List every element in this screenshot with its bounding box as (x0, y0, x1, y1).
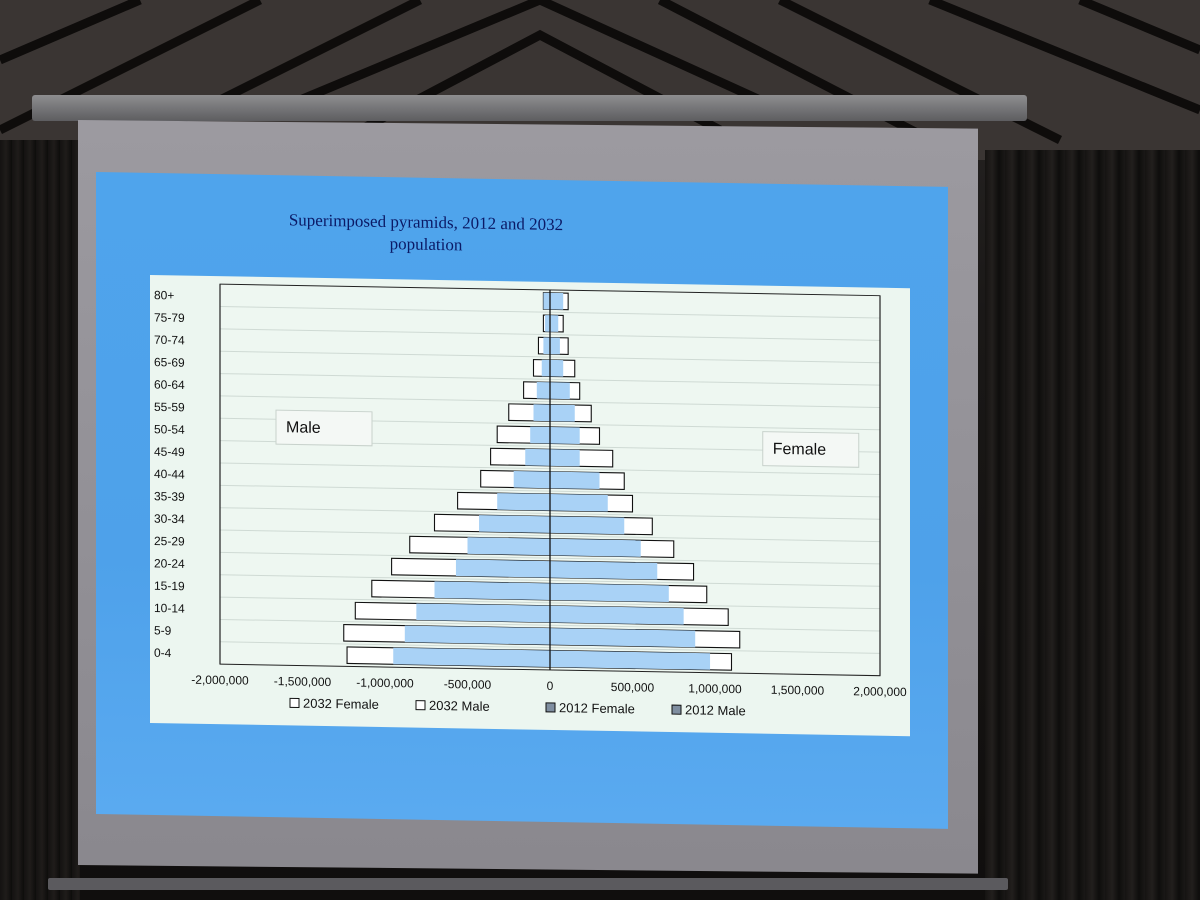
presentation-slide: Superimposed pyramids, 2012 and 2032 pop… (96, 172, 948, 829)
x-tick-label: -1,500,000 (274, 674, 332, 689)
category-label: 75-79 (154, 310, 185, 325)
bar-2012-male-65-69 (541, 359, 550, 377)
bar-2012-male-20-24 (455, 559, 551, 578)
chart-title: Superimposed pyramids, 2012 and 2032 pop… (288, 210, 564, 255)
bar-2012-female-45-49 (550, 449, 580, 467)
population-pyramid-chart: 80+ 75-79 70-74 65-69 60-64 55-59 50-54 45-49 40… (154, 283, 907, 718)
bar-2012-female-30-34 (550, 516, 625, 535)
curtain-left (0, 140, 80, 900)
category-label: 20-24 (154, 556, 185, 571)
bar-2012-female-55-59 (550, 404, 575, 422)
projector-screen-top-bar (32, 95, 1027, 121)
x-tick-label: 2,000,000 (853, 684, 907, 699)
legend-swatch-2032-female (289, 697, 300, 709)
bar-2012-male-30-34 (479, 515, 550, 533)
legend-label-2032-female: 2032 Female (303, 696, 379, 712)
legend-swatch-2012-male (671, 704, 682, 715)
chart-panel: 80+ 75-79 70-74 65-69 60-64 55-59 50-54 45-49 40… (150, 274, 910, 737)
bar-2012-female-60-64 (550, 382, 570, 400)
legend-label-2032-male: 2032 Male (429, 698, 490, 714)
bar-2012-female-20-24 (550, 561, 658, 580)
bar-2012-male-25-29 (467, 537, 550, 556)
bar-2012-male-5-9 (404, 625, 550, 645)
category-label: 15-19 (154, 579, 185, 594)
bar-2012-female-25-29 (550, 538, 641, 557)
female-annotation-box (762, 431, 860, 468)
category-label: 25-29 (154, 534, 185, 549)
bar-2012-female-5-9 (550, 628, 696, 648)
x-tick-label: -500,000 (444, 677, 492, 692)
projector-screen-bottom-bar (48, 878, 1008, 890)
male-annotation: Male (286, 419, 321, 437)
bar-2012-male-0-4 (393, 647, 550, 668)
legend-swatch-2012-female (545, 702, 556, 713)
x-tick-label: 1,000,000 (688, 681, 742, 696)
category-label: 30-34 (154, 512, 185, 527)
legend-label-2012-male: 2012 Male (685, 702, 746, 718)
bar-2012-male-50-54 (530, 426, 551, 444)
bar-2012-male-10-14 (416, 603, 550, 623)
category-label: 10-14 (154, 601, 185, 616)
bar-2012-female-10-14 (550, 605, 684, 625)
male-annotation-box (275, 409, 373, 447)
bar-2012-male-35-39 (497, 493, 551, 511)
female-annotation: Female (773, 441, 826, 459)
bar-2012-male-60-64 (536, 382, 550, 399)
bar-2012-male-45-49 (525, 448, 550, 466)
bar-2012-male-55-59 (533, 404, 550, 422)
legend-swatch-2032-male (415, 700, 426, 711)
bar-2012-male-75-79 (545, 315, 550, 332)
bar-2012-male-15-19 (434, 581, 550, 600)
bar-2012-male-40-44 (513, 471, 551, 489)
bar-2012-female-65-69 (550, 359, 564, 377)
x-tick-label: -2,000,000 (191, 673, 249, 688)
x-tick-label: 1,500,000 (771, 683, 825, 698)
category-label: 60-64 (154, 378, 185, 393)
category-label: 0-4 (154, 646, 172, 660)
curtain-right (985, 150, 1200, 900)
bar-2012-female-35-39 (550, 494, 608, 512)
legend-label-2012-female: 2012 Female (559, 700, 635, 716)
bar-2012-male-80+ (543, 292, 550, 310)
bar-2012-female-70-74 (550, 337, 560, 355)
x-tick-label: 0 (547, 679, 554, 693)
x-tick-label: 500,000 (611, 680, 655, 695)
category-label: 55-59 (154, 400, 185, 415)
x-tick-label: -1,000,000 (356, 676, 414, 691)
category-label: 65-69 (154, 355, 185, 370)
bar-2012-female-80+ (550, 292, 564, 310)
category-label: 70-74 (154, 333, 185, 348)
bar-2012-female-50-54 (550, 426, 580, 445)
category-label: 35-39 (154, 489, 185, 504)
category-label: 50-54 (154, 422, 185, 437)
category-label: 45-49 (154, 445, 185, 460)
bar-2012-female-40-44 (550, 471, 600, 490)
category-label: 80+ (154, 288, 174, 302)
bar-2012-male-70-74 (543, 337, 550, 355)
category-label: 5-9 (154, 623, 172, 637)
bar-2012-female-0-4 (550, 650, 711, 670)
bar-2012-female-75-79 (550, 315, 559, 332)
bar-2012-female-15-19 (550, 583, 669, 603)
category-label: 40-44 (154, 467, 185, 482)
